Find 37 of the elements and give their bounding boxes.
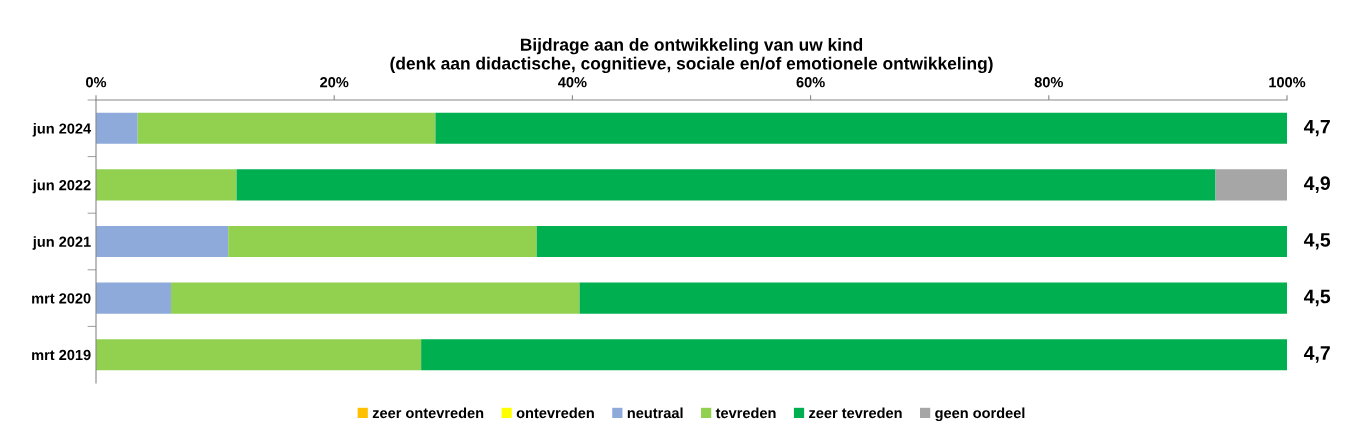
legend-label: zeer ontevreden	[372, 407, 484, 419]
y-tick-label: jun 2024	[32, 123, 92, 137]
x-tick-label: 20%	[320, 77, 349, 88]
bar	[137, 112, 436, 144]
text: 4,7	[1303, 119, 1330, 137]
bar	[96, 169, 237, 201]
x-tick-label: 100%	[1269, 77, 1306, 88]
y-tick-label: jun 2021	[32, 236, 91, 250]
x-tick-label: 40%	[558, 77, 587, 88]
x-tick-label: 60%	[796, 77, 825, 88]
bar	[171, 282, 580, 314]
bar	[96, 282, 172, 314]
legend-label: tevreden	[715, 407, 776, 419]
bar	[435, 112, 1287, 144]
legend-label: zeer tevreden	[809, 407, 902, 419]
legend-label: ontevreden	[516, 407, 594, 419]
chart-title: Bijdrage aan de ontwikkeling van uw kind (denk aan didactische, cognitieve, sociale en/of emotionele ontwikkeling)	[390, 38, 993, 74]
legend-label: geen oordeel	[935, 407, 1025, 421]
bar	[96, 339, 422, 371]
text: 4,5	[1303, 289, 1331, 307]
bar	[96, 225, 229, 258]
y-tick-label: jun 2022	[32, 179, 91, 194]
legend-label: neutraal	[627, 407, 683, 419]
x-tick-label: 0%	[86, 77, 107, 88]
x-tick-label: 80%	[1034, 77, 1064, 88]
bar	[96, 112, 138, 144]
bar	[1215, 169, 1287, 201]
bar	[536, 225, 1287, 258]
y-tick-label: mrt 2019	[32, 349, 91, 361]
text: 4,9	[1303, 176, 1330, 193]
bar	[236, 169, 1216, 201]
bar	[228, 225, 537, 258]
bar	[579, 282, 1287, 314]
text: 4,7	[1303, 346, 1330, 363]
y-tick-label: mrt 2020	[32, 293, 91, 304]
bar	[421, 339, 1287, 371]
text: 4,5	[1303, 233, 1331, 250]
